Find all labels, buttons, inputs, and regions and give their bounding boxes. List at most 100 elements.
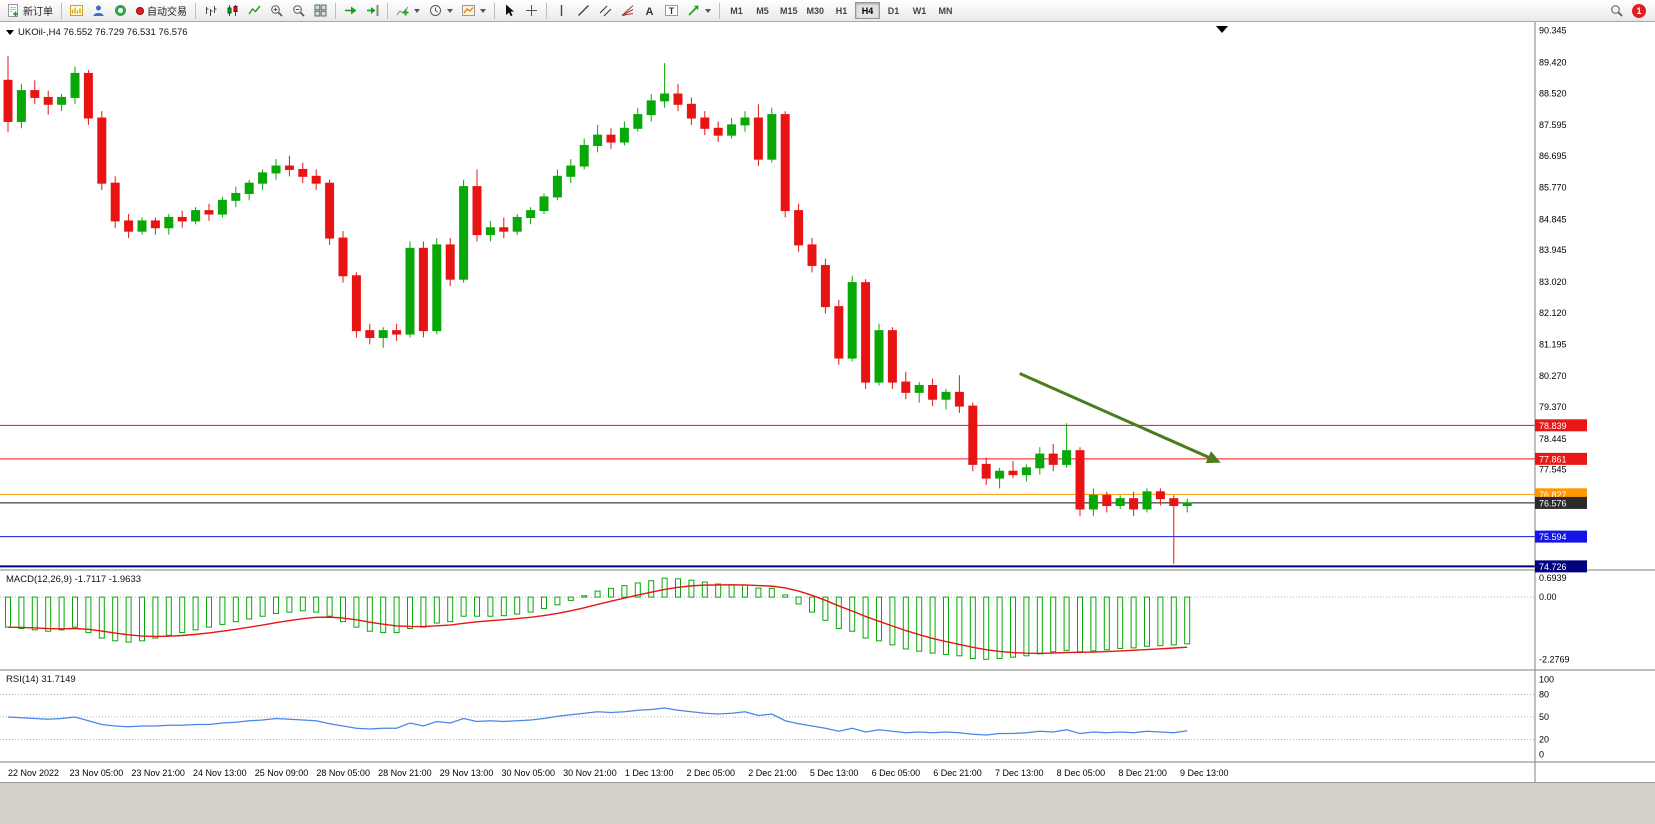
- rsi-axis-label: 100: [1539, 675, 1554, 685]
- macd-bar: [433, 596, 440, 624]
- timeframe-button-W1[interactable]: W1: [907, 2, 932, 19]
- price-tag-76.576: 76.576: [1535, 496, 1587, 509]
- macd-bar: [661, 577, 668, 598]
- macd-bar: [1090, 596, 1097, 652]
- timeframe-button-H4[interactable]: H4: [855, 2, 881, 19]
- timeframe-button-M1[interactable]: M1: [724, 2, 749, 19]
- candle-body: [1008, 470, 1018, 476]
- auto-scroll-icon: [345, 6, 357, 15]
- candle-body: [378, 330, 388, 338]
- new-order-icon: [8, 4, 18, 17]
- candle-body: [1115, 498, 1125, 507]
- candle-body: [1182, 502, 1192, 507]
- market-watch-button[interactable]: [110, 1, 131, 20]
- price-axis-label: 90.345: [1539, 26, 1567, 36]
- fibonacci-button[interactable]: [617, 1, 638, 20]
- bar-chart-button[interactable]: [200, 1, 221, 20]
- price-axis-label: 86.695: [1539, 151, 1567, 161]
- macd-bar: [594, 590, 601, 598]
- new-chart-button[interactable]: [66, 1, 87, 20]
- macd-bar: [1077, 596, 1083, 653]
- candle-body: [164, 216, 174, 229]
- macd-bar: [420, 596, 427, 628]
- crosshair-button[interactable]: [521, 1, 542, 20]
- svg-text:T: T: [669, 6, 675, 16]
- auto-scroll-button[interactable]: [340, 1, 361, 20]
- chart-canvas[interactable]: 90.345 89.420 88.520 87.595 86.695 85.770 84.8…: [0, 22, 1655, 782]
- macd-bar: [1157, 596, 1164, 647]
- candle-body: [177, 216, 187, 222]
- chart-shift-button[interactable]: [362, 1, 383, 20]
- channel-button[interactable]: [595, 1, 616, 20]
- notification-badge[interactable]: 1: [1632, 3, 1646, 18]
- candle-body: [606, 134, 616, 143]
- candle-body: [526, 210, 536, 218]
- new-order-button[interactable]: 新订单: [3, 1, 57, 20]
- candle-body: [392, 330, 402, 335]
- periods-button[interactable]: [425, 1, 457, 20]
- timeframe-button-M15[interactable]: M15: [776, 2, 802, 19]
- templates-icon: [462, 5, 475, 16]
- candle-body: [1088, 494, 1098, 510]
- time-axis-label: 23 Nov 05:00: [70, 768, 124, 778]
- rsi-axis-label: 50: [1539, 712, 1549, 722]
- timeframe-button-MN[interactable]: MN: [933, 2, 958, 19]
- macd-bar: [353, 596, 360, 628]
- timeframe-button-D1[interactable]: D1: [881, 2, 906, 19]
- macd-bar: [1144, 596, 1150, 647]
- macd-bar: [366, 596, 373, 632]
- macd-histogram: [5, 577, 1191, 660]
- zoom-in-button[interactable]: [266, 1, 287, 20]
- candle-body: [807, 244, 817, 266]
- indicators-button[interactable]: [392, 1, 424, 20]
- tile-windows-button[interactable]: [310, 1, 331, 20]
- profiles-button[interactable]: [88, 1, 109, 20]
- chart-window[interactable]: 90.345 89.420 88.520 87.595 86.695 85.770 84.8…: [0, 22, 1655, 782]
- svg-text:74.726: 74.726: [1539, 562, 1567, 572]
- chevron-down-icon: [414, 8, 420, 13]
- time-axis-label: 1 Dec 13:00: [625, 768, 674, 778]
- templates-button[interactable]: [458, 1, 490, 20]
- text-label-button[interactable]: T: [661, 1, 682, 20]
- vertical-line-button[interactable]: [551, 1, 572, 20]
- time-axis-label: 28 Nov 21:00: [378, 768, 432, 778]
- trend-arrow-annotation[interactable]: [1019, 372, 1221, 464]
- macd-bar: [701, 581, 708, 598]
- candle-body: [1062, 450, 1072, 465]
- cursor-button[interactable]: [499, 1, 520, 20]
- candle-body: [686, 103, 696, 119]
- autotrading-button[interactable]: 自动交易: [132, 1, 191, 20]
- one-click-trading-toggle-icon[interactable]: [6, 30, 14, 35]
- chevron-down-icon: [447, 8, 453, 13]
- candle-body: [418, 247, 428, 332]
- macd-bar: [608, 587, 614, 598]
- candle-body: [847, 282, 857, 359]
- new-order-label: 新订单: [23, 7, 53, 18]
- macd-bar: [902, 596, 909, 650]
- time-axis-label: 23 Nov 21:00: [131, 768, 185, 778]
- candle-body: [780, 114, 790, 212]
- chart-shift-marker-icon[interactable]: [1216, 26, 1228, 33]
- macd-bar: [1010, 596, 1016, 658]
- candlesticks: [3, 56, 1192, 564]
- line-chart-button[interactable]: [244, 1, 265, 20]
- macd-bar: [152, 596, 159, 639]
- time-axis-label: 30 Nov 21:00: [563, 768, 617, 778]
- trendline-button[interactable]: [573, 1, 594, 20]
- zoom-out-button[interactable]: [288, 1, 309, 20]
- search-button[interactable]: [1606, 1, 1627, 20]
- price-tag-75.594: 75.594: [1535, 530, 1587, 543]
- macd-bar: [1063, 596, 1070, 651]
- timeframe-button-H1[interactable]: H1: [829, 2, 854, 19]
- chevron-down-icon: [480, 8, 486, 13]
- candlestick-chart-button[interactable]: [222, 1, 243, 20]
- arrows-button[interactable]: [683, 1, 715, 20]
- text-button[interactable]: A: [639, 1, 660, 20]
- timeframe-button-M30[interactable]: M30: [803, 2, 829, 19]
- timeframe-button-M5[interactable]: M5: [750, 2, 775, 19]
- macd-bar: [809, 596, 815, 613]
- svg-text:76.827: 76.827: [1539, 490, 1567, 500]
- price-tag-77.861: 77.861: [1535, 452, 1587, 465]
- macd-bar: [688, 579, 695, 598]
- rsi-axis-label: 0: [1539, 750, 1544, 760]
